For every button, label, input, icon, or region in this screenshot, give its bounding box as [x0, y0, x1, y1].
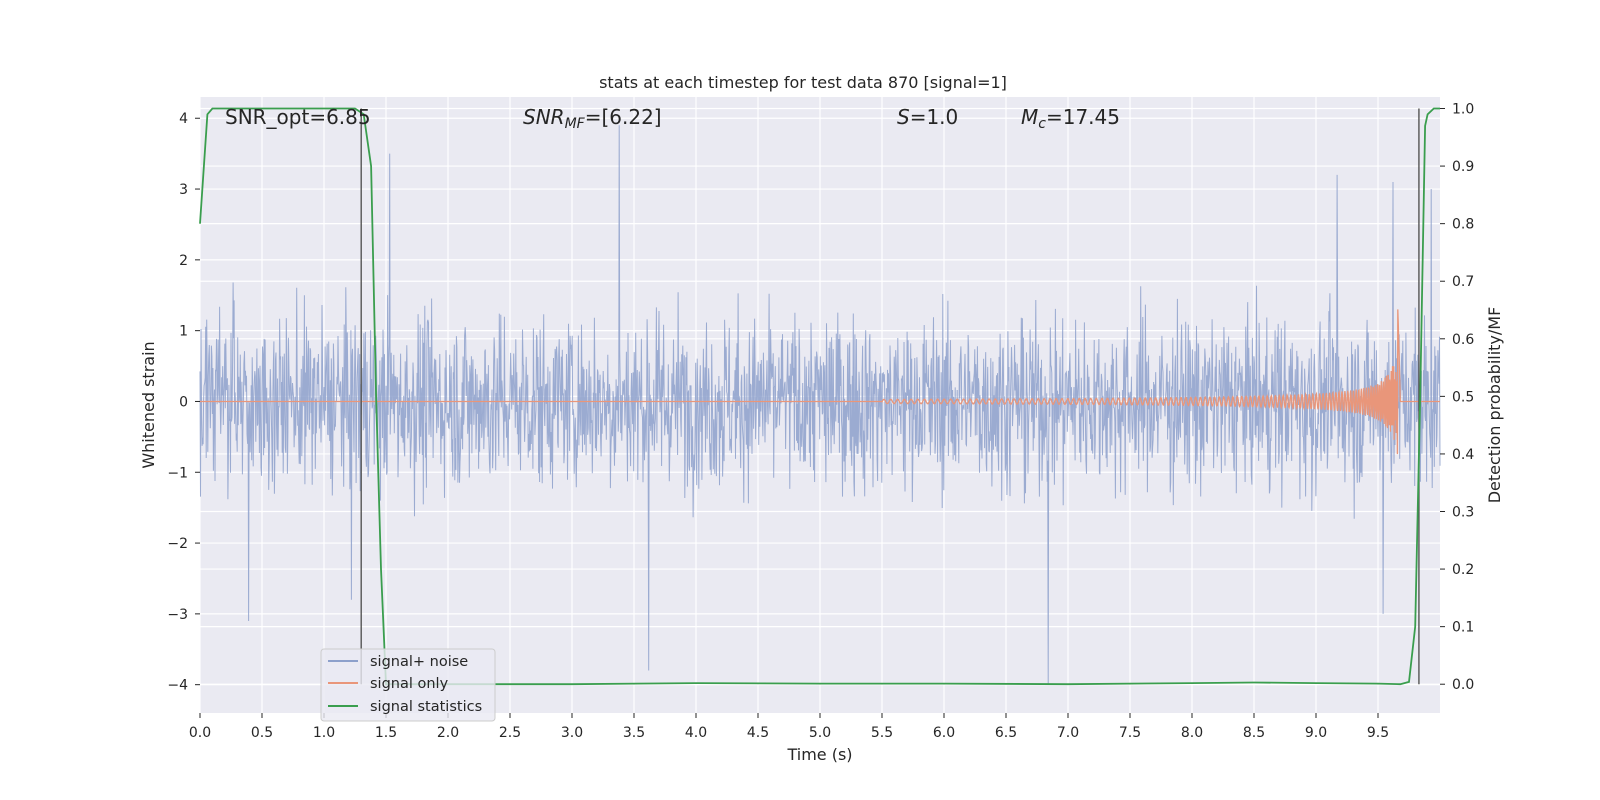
annotation-mc-value: =17.45 — [1046, 105, 1120, 129]
annotation-s-symbol: S — [897, 105, 910, 129]
right-y-axis-ticks: 0.0 0.1 0.2 0.3 0.4 0.5 0.6 0.7 0.8 0.9 1.0 — [1440, 102, 1474, 693]
right-y-tick-label: 0.1 — [1452, 620, 1474, 636]
annotation-snr-mf: SNRMF=[6.22] — [523, 105, 662, 132]
mf-marker-lines — [360, 108, 1420, 685]
legend-box — [320, 648, 496, 722]
x-tick-label: 1.0 — [313, 725, 335, 741]
right-y-tick-label: 0.3 — [1452, 505, 1474, 521]
right-y-tick-label: 0.4 — [1452, 447, 1474, 463]
x-tick-label: 7.5 — [1119, 725, 1141, 741]
right-y-axis-label: Detection probability/MF — [1485, 307, 1504, 504]
annotation-snr-mf-symbol: SNR — [523, 105, 565, 129]
left-y-tick-label: −1 — [167, 465, 188, 481]
right-y-tick-label: 0.6 — [1452, 332, 1474, 348]
annotation-s: S=1.0 — [897, 105, 958, 129]
annotation-s-value: =1.0 — [910, 105, 959, 129]
x-tick-label: 2.0 — [437, 725, 459, 741]
annotation-snr-opt: SNR_opt=6.85 — [225, 105, 371, 129]
x-axis-label: Time (s) — [786, 745, 852, 764]
x-axis-ticks: 0.0 0.5 1.0 1.5 2.0 2.5 3.0 3.5 4.0 4.5 5.0 5.5 6.0 6… — [189, 713, 1389, 741]
signal-statistics-series — [199, 107, 1440, 686]
annotation-mc: Mc=17.45 — [1021, 105, 1120, 132]
x-tick-label: 6.0 — [933, 725, 955, 741]
left-y-tick-label: 4 — [179, 111, 188, 127]
right-y-tick-label: 0.2 — [1452, 562, 1474, 578]
right-y-tick-label: 1.0 — [1452, 102, 1474, 118]
left-y-axis-ticks: −4 −3 −2 −1 0 1 2 3 4 — [167, 111, 200, 694]
left-y-tick-label: 0 — [179, 394, 188, 410]
chart-title: stats at each timestep for test data 870… — [599, 73, 1007, 92]
left-y-axis-label: Whitened strain — [139, 341, 158, 468]
signal-plus-noise-series — [199, 125, 1441, 685]
x-tick-label: 9.5 — [1367, 725, 1389, 741]
x-tick-label: 1.5 — [375, 725, 397, 741]
annotation-mc-subscript: c — [1038, 116, 1046, 132]
left-y-tick-label: 2 — [179, 253, 188, 269]
x-tick-label: 7.0 — [1057, 725, 1079, 741]
x-tick-label: 3.0 — [561, 725, 583, 741]
right-y-tick-label: 0.5 — [1452, 389, 1474, 405]
x-tick-label: 8.5 — [1243, 725, 1265, 741]
signal-plus-noise-line — [199, 125, 1441, 685]
x-tick-label: 9.0 — [1305, 725, 1327, 741]
right-y-tick-label: 0.0 — [1452, 677, 1474, 693]
x-tick-label: 8.0 — [1181, 725, 1203, 741]
signal-only-line — [200, 309, 1440, 455]
legend: signal+ noise signal only signal statist… — [320, 648, 496, 722]
signal-only-series — [200, 309, 1440, 455]
legend-label-signal-plus-noise: signal+ noise — [370, 654, 468, 670]
signal-statistics-line — [199, 107, 1440, 686]
right-y-tick-label: 0.8 — [1452, 217, 1474, 233]
left-y-tick-label: 3 — [179, 182, 188, 198]
x-tick-label: 5.5 — [871, 725, 893, 741]
x-tick-label: 5.0 — [809, 725, 831, 741]
x-tick-label: 0.5 — [251, 725, 273, 741]
left-y-tick-label: −4 — [167, 678, 188, 694]
left-y-tick-label: −2 — [167, 536, 188, 552]
x-tick-label: 4.0 — [685, 725, 707, 741]
x-tick-label: 2.5 — [499, 725, 521, 741]
right-y-tick-label: 0.7 — [1452, 274, 1474, 290]
left-y-tick-label: −3 — [167, 607, 188, 623]
x-tick-label: 3.5 — [623, 725, 645, 741]
annotation-mc-symbol: M — [1021, 105, 1038, 129]
right-y-tick-label: 0.9 — [1452, 159, 1474, 175]
x-tick-label: 4.5 — [747, 725, 769, 741]
left-y-tick-label: 1 — [179, 324, 188, 340]
x-tick-label: 6.5 — [995, 725, 1017, 741]
annotation-snr-mf-value: =[6.22] — [585, 105, 662, 129]
x-tick-label: 0.0 — [189, 725, 211, 741]
legend-label-signal-only: signal only — [370, 676, 449, 692]
legend-label-signal-statistics: signal statistics — [370, 699, 482, 715]
annotation-snr-mf-subscript: MF — [565, 116, 586, 132]
